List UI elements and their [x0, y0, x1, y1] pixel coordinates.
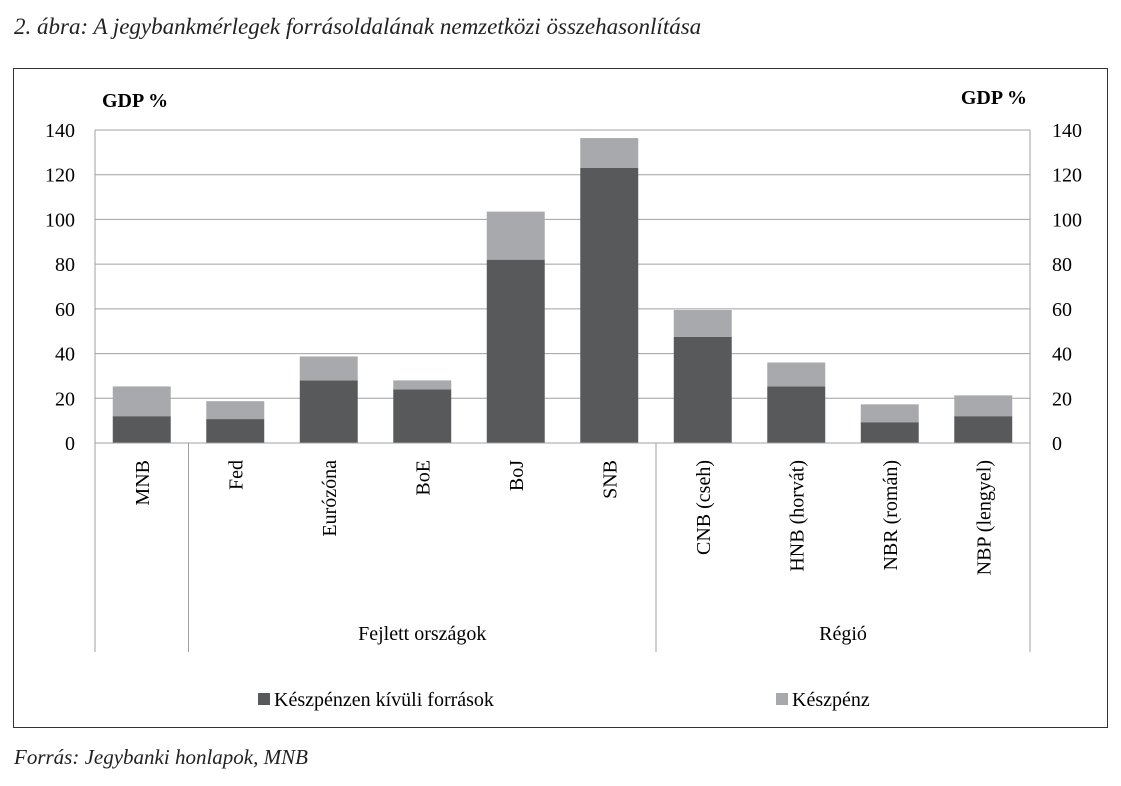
- group-label: Fejlett országok: [358, 623, 486, 645]
- bar-segment: [767, 386, 826, 443]
- bar-segment: [860, 404, 919, 423]
- group-label: Régió: [819, 623, 867, 645]
- legend-label: Készpénzen kívüli források: [274, 689, 494, 711]
- x-tick-label: BoJ: [506, 460, 528, 491]
- legend-swatch: [776, 693, 788, 705]
- legend-swatch: [258, 693, 270, 705]
- x-tick-label: NBP (lengyel): [973, 460, 995, 575]
- y-tick-right: 40: [1052, 344, 1072, 366]
- x-tick-label: NBR (román): [880, 460, 902, 571]
- bar-segment: [580, 168, 639, 443]
- y-tick-right: 80: [1052, 254, 1072, 276]
- bar-segment: [112, 386, 171, 417]
- y-tick-right: 140: [1052, 120, 1082, 142]
- y-tick-right: 100: [1052, 209, 1082, 231]
- bar-segment: [299, 380, 358, 443]
- legend-label: Készpénz: [792, 689, 870, 711]
- bar-segment: [673, 336, 732, 443]
- bar-segment: [767, 362, 826, 387]
- x-tick-label: Fed: [225, 460, 247, 490]
- bar-segment: [393, 389, 452, 443]
- y-tick-left: 120: [45, 165, 75, 187]
- x-tick-label: BoE: [412, 460, 434, 496]
- y-tick-left: 40: [55, 344, 75, 366]
- bar-segment: [486, 259, 545, 443]
- x-tick-label: SNB: [599, 460, 621, 499]
- y-tick-left: 80: [55, 254, 75, 276]
- x-tick-label: CNB (cseh): [693, 460, 715, 555]
- y-tick-left: 60: [55, 299, 75, 321]
- figure-source: Forrás: Jegybanki honlapok, MNB: [14, 745, 308, 769]
- y-tick-left: 20: [55, 388, 75, 410]
- y-tick-right: 120: [1052, 165, 1082, 187]
- bar-segment: [486, 211, 545, 260]
- figure-title: 2. ábra: A jegybankmérlegek forrásoldalá…: [14, 14, 702, 39]
- y-axis-label-left: GDP %: [102, 90, 168, 112]
- chart-frame: [13, 68, 1108, 728]
- x-tick-label: HNB (horvát): [786, 460, 808, 572]
- x-tick-label: Eurózóna: [319, 460, 341, 537]
- bar-segment: [860, 422, 919, 443]
- y-tick-left: 100: [45, 209, 75, 231]
- bar-segment: [112, 416, 171, 443]
- y-tick-right: 20: [1052, 388, 1072, 410]
- y-axis-label-right: GDP %: [961, 87, 1027, 109]
- y-tick-right: 0: [1052, 433, 1062, 455]
- bar-segment: [954, 395, 1013, 417]
- bar-segment: [299, 356, 358, 381]
- bar-segment: [393, 380, 452, 390]
- x-tick-label: MNB: [132, 460, 154, 506]
- bar-segment: [673, 309, 732, 337]
- bar-segment: [206, 401, 265, 420]
- bar-segment: [954, 416, 1013, 443]
- y-tick-right: 60: [1052, 299, 1072, 321]
- bar-segment: [206, 419, 265, 443]
- y-tick-left: 0: [65, 433, 75, 455]
- y-tick-left: 140: [45, 120, 75, 142]
- bar-segment: [580, 138, 639, 169]
